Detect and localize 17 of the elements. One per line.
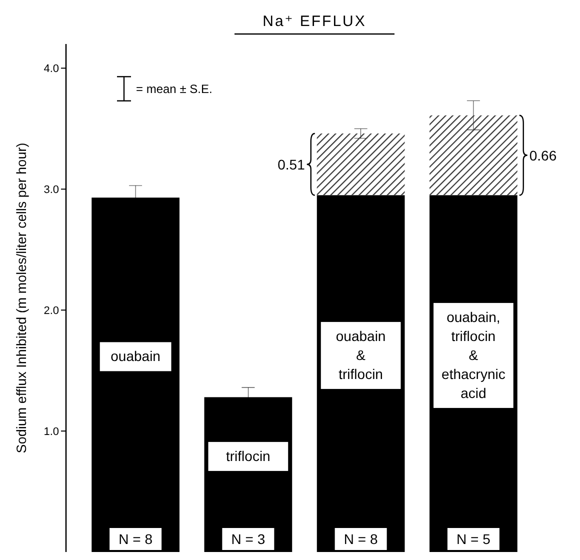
y-tick-label: 1.0	[44, 426, 59, 438]
annotation: N = 8	[118, 531, 153, 547]
x-tick-label: ouabain	[110, 348, 160, 364]
annotation: N = 5	[456, 531, 491, 547]
x-tick-label: ouabain, triflocin & ethacrynic acid	[442, 308, 506, 401]
y-axis-title: Sodium efflux Inhibited (m moles/liter cells per hour)	[14, 142, 29, 454]
chart-title: Na⁺ EFFLUX	[262, 13, 366, 30]
annotation: 0.51	[278, 156, 306, 172]
y-tick-label: 2.0	[44, 305, 59, 318]
annotation: 0.66	[529, 147, 557, 164]
annotation: N = 8	[344, 531, 378, 547]
y-tick-label: 3.0	[44, 184, 59, 196]
annotation: = mean ± S.E.	[136, 82, 212, 96]
annotation: N = 3	[231, 531, 266, 547]
x-tick-label: ouabain & triflocin	[336, 328, 386, 382]
y-tick-label: 4.0	[44, 63, 59, 76]
x-tick-label: triflocin	[226, 448, 270, 464]
